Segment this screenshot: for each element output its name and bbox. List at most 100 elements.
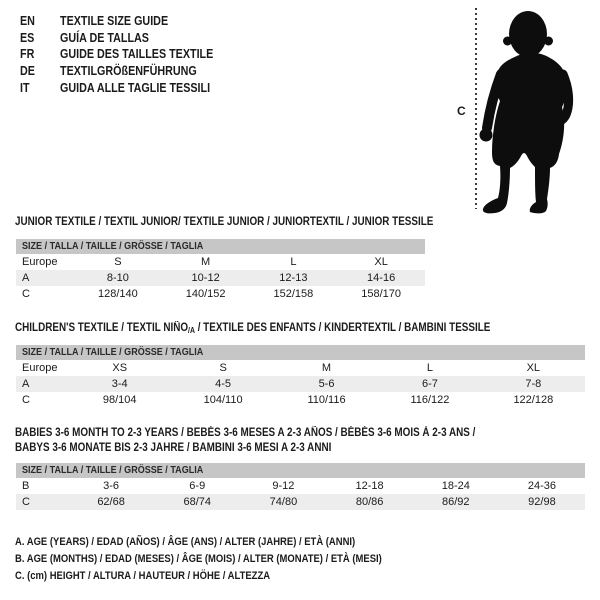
row-label: A (22, 378, 30, 390)
table-cell: 80/86 (355, 496, 384, 508)
junior-title-text: JUNIOR TEXTILE / TEXTIL JUNIOR/ TEXTILE … (15, 216, 434, 228)
language-label: GUIDE DES TAILLES TEXTILE (60, 47, 238, 61)
measure-legend: A. AGE (YEARS) / EDAD (AÑOS) / ÂGE (ANS)… (15, 534, 442, 585)
table-cell: 9-12 (272, 480, 295, 492)
size-header-text: SIZE / TALLA / TAILLE / GRÖSSE / TAGLIA (22, 464, 204, 476)
table-cell: 68/74 (183, 496, 212, 508)
table-cell: 24-36 (527, 480, 557, 492)
children-title-subscript: /A (188, 326, 195, 335)
table-cell: 110/116 (307, 394, 346, 406)
babies-title-line1: BABIES 3-6 MONTH TO 2-3 YEARS / BEBÉS 3-… (15, 427, 476, 439)
table-cell: 62/68 (97, 496, 125, 508)
language-code: EN (20, 14, 60, 28)
size-table-children: SIZE / TALLA / TAILLE / GRÖSSE / TAGLIA … (16, 345, 585, 408)
table-cell: 14-16 (367, 272, 396, 284)
language-code-text: DE (20, 64, 35, 79)
table-row: Europe S M L XL (16, 254, 425, 270)
table-cell: 3-6 (103, 480, 120, 492)
language-code: DE (20, 64, 60, 78)
language-code: ES (20, 31, 60, 45)
babies-title-line2: BABYS 3-6 MONATE BIS 2-3 JAHRE / BAMBINI… (15, 442, 332, 454)
table-cell: 92/98 (528, 496, 556, 508)
size-header-text: SIZE / TALLA / TAILLE / GRÖSSE / TAGLIA (22, 346, 204, 358)
language-row: FR GUIDE DES TAILLES TEXTILE (20, 46, 238, 63)
size-header-bar: SIZE / TALLA / TAILLE / GRÖSSE / TAGLIA (16, 239, 425, 254)
table-cell: 98/104 (102, 394, 137, 406)
table-cell: M (201, 256, 211, 268)
baby-silhouette-icon (479, 11, 574, 214)
table-cell: 6-7 (421, 378, 438, 390)
size-table-junior: SIZE / TALLA / TAILLE / GRÖSSE / TAGLIA … (16, 239, 425, 302)
table-cell: 74/80 (269, 496, 298, 508)
table-cell: 18-24 (441, 480, 470, 492)
height-measure-dotted-line (475, 8, 477, 209)
row-label: C (22, 496, 30, 508)
table-cell: 7-8 (525, 378, 542, 390)
table-cell: M (321, 362, 332, 374)
language-code-text: IT (20, 80, 30, 95)
language-label-text: GUÍA DE TALLAS (60, 30, 149, 45)
table-cell: 140/152 (185, 288, 226, 300)
size-header-bar: SIZE / TALLA / TAILLE / GRÖSSE / TAGLIA (16, 345, 585, 360)
language-label-text: GUIDA ALLE TAGLIE TESSILI (60, 80, 211, 95)
table-cell: L (426, 362, 433, 374)
size-table-babies: SIZE / TALLA / TAILLE / GRÖSSE / TAGLIA … (16, 463, 585, 510)
table-row: Europe XS S M L XL (16, 360, 585, 376)
language-code: IT (20, 81, 60, 95)
table-cell: 158/170 (361, 288, 401, 300)
table-cell: XS (112, 362, 128, 374)
table-row: A 8-10 10-12 12-13 14-16 (16, 270, 425, 286)
size-header-text: SIZE / TALLA / TAILLE / GRÖSSE / TAGLIA (22, 240, 204, 252)
table-cell: 116/122 (410, 394, 450, 406)
table-cell: 6-9 (189, 480, 206, 492)
legend-line-a-text: A. AGE (YEARS) / EDAD (AÑOS) / ÂGE (ANS)… (15, 536, 356, 548)
table-cell: 5-6 (318, 378, 335, 390)
table-cell: 12-18 (355, 480, 384, 492)
row-label: Europe (22, 362, 58, 374)
row-label: C (22, 394, 30, 406)
table-cell: S (219, 362, 227, 374)
language-label: GUIDA ALLE TAGLIE TESSILI (60, 81, 235, 95)
junior-section-title: JUNIOR TEXTILE / TEXTIL JUNIOR/ TEXTILE … (15, 215, 501, 230)
row-label: A (22, 272, 30, 284)
table-cell: 3-4 (111, 378, 128, 390)
language-label: GUÍA DE TALLAS (60, 31, 163, 45)
language-code-text: ES (20, 30, 35, 45)
table-cell: 12-13 (279, 272, 308, 284)
language-code-text: EN (20, 14, 35, 29)
language-row: EN TEXTILE SIZE GUIDE (20, 13, 238, 30)
children-title-main: CHILDREN'S TEXTILE / TEXTIL NIÑO (15, 322, 189, 334)
language-row: ES GUÍA DE TALLAS (20, 30, 238, 47)
children-section-title: CHILDREN'S TEXTILE / TEXTIL NIÑO/A / TEX… (15, 321, 568, 338)
language-row: DE TEXTILGRÖßENFÜHRUNG (20, 63, 238, 80)
language-row: IT GUIDA ALLE TAGLIE TESSILI (20, 79, 238, 96)
legend-line-c: C. (cm) HEIGHT / ALTURA / HAUTEUR / HÖHE… (15, 568, 442, 585)
height-measure-label: C (457, 104, 466, 118)
table-row: C 98/104 104/110 110/116 116/122 122/128 (16, 392, 585, 408)
table-cell: 128/140 (97, 288, 138, 300)
legend-line-b-text: B. AGE (MONTHS) / EDAD (MESES) / ÂGE (MO… (15, 553, 382, 565)
table-cell: XL (374, 256, 388, 268)
language-code-text: FR (20, 47, 35, 62)
children-title-rest: / TEXTILE DES ENFANTS / KINDERTEXTIL / B… (194, 322, 491, 334)
language-label-text: GUIDE DES TAILLES TEXTILE (60, 47, 214, 62)
table-cell: XL (526, 362, 541, 374)
language-label: TEXTILGRÖßENFÜHRUNG (60, 64, 219, 78)
table-row: C 128/140 140/152 152/158 158/170 (16, 286, 425, 302)
table-cell: 152/158 (273, 288, 314, 300)
table-cell: 122/128 (513, 394, 554, 406)
children-title-text: CHILDREN'S TEXTILE / TEXTIL NIÑO/A / TEX… (15, 321, 490, 338)
language-label-text: TEXTILE SIZE GUIDE (60, 14, 169, 29)
table-cell: 10-12 (191, 272, 220, 284)
table-row: B 3-6 6-9 9-12 12-18 18-24 24-36 (16, 478, 585, 494)
language-code: FR (20, 47, 60, 61)
table-row: C 62/68 68/74 74/80 80/86 86/92 92/98 (16, 494, 585, 510)
table-cell: L (290, 256, 297, 268)
table-row: A 3-4 4-5 5-6 6-7 7-8 (16, 376, 585, 392)
table-cell: 8-10 (106, 272, 129, 284)
legend-line-a: A. AGE (YEARS) / EDAD (AÑOS) / ÂGE (ANS)… (15, 534, 442, 551)
table-cell: 104/110 (203, 394, 243, 406)
legend-line-c-text: C. (cm) HEIGHT / ALTURA / HAUTEUR / HÖHE… (15, 570, 271, 582)
babies-section-title: BABIES 3-6 MONTH TO 2-3 YEARS / BEBÉS 3-… (15, 426, 550, 456)
row-label: C (22, 288, 30, 300)
